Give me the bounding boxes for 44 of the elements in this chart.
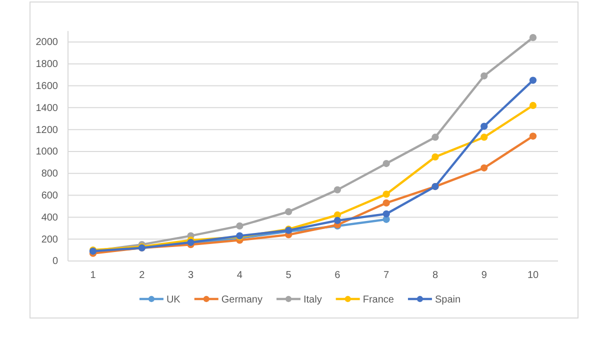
point [529, 76, 537, 84]
point [480, 72, 488, 80]
point [236, 222, 244, 230]
x-tick-label: 2 [139, 270, 146, 282]
y-tick-label: 1000 [36, 146, 58, 158]
y-tick-label: 1200 [36, 124, 58, 136]
x-tick-label: 8 [432, 270, 438, 282]
y-tick-label: 1800 [36, 59, 58, 70]
point [382, 210, 390, 218]
x-tick-label: 6 [334, 270, 341, 282]
point [480, 122, 488, 130]
x-tick-label: 9 [481, 270, 488, 282]
y-tick-label: 1600 [36, 80, 58, 92]
point [334, 186, 342, 194]
legend-label: Germany [221, 294, 262, 306]
point [480, 134, 488, 141]
y-tick-label: 1400 [36, 102, 58, 114]
y-tick-label: 2000 [36, 37, 58, 48]
y-tick-label: 400 [41, 212, 58, 224]
point [432, 134, 439, 141]
point [529, 132, 537, 140]
x-tick-label: 3 [188, 270, 194, 282]
y-tick-label: 0 [52, 256, 58, 268]
legend-label: UK [166, 294, 181, 306]
y-tick-label: 800 [41, 168, 58, 180]
x-tick-label: 4 [236, 270, 243, 282]
point [334, 216, 342, 224]
y-tick-label: 600 [41, 190, 58, 202]
x-tick-label: 5 [286, 270, 292, 282]
point [382, 199, 390, 207]
point [480, 164, 488, 172]
x-tick-label: 7 [384, 270, 390, 282]
x-tick-label: 10 [527, 270, 539, 282]
point [382, 190, 390, 198]
y-tick-label: 200 [41, 234, 58, 246]
point [284, 208, 292, 216]
legend-label: Italy [303, 294, 322, 306]
point [382, 160, 390, 168]
point [432, 153, 439, 161]
x-tick-label: 1 [90, 270, 96, 282]
point [529, 102, 537, 110]
legend-label: Spain [434, 294, 461, 306]
legend-label: France [362, 294, 394, 306]
point [529, 34, 537, 42]
